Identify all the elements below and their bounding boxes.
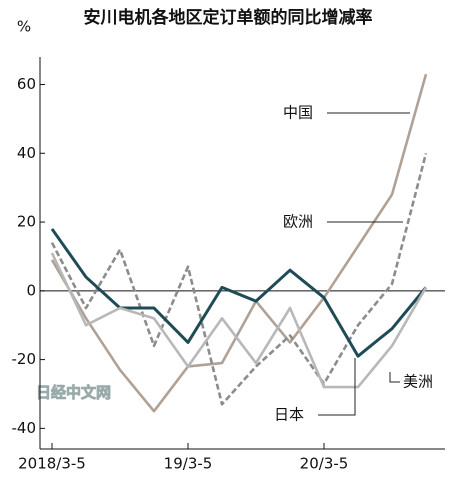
legend-label: 美洲 [403, 373, 433, 391]
y-tick-label: 60 [17, 75, 36, 93]
y-tick-label: -40 [12, 419, 37, 437]
x-tick-label: 19/3-5 [164, 455, 213, 473]
legend-label: 欧洲 [283, 213, 313, 231]
y-axis-label: % [17, 18, 31, 36]
x-tick-label: 20/3-5 [300, 455, 349, 473]
chart-title: 安川电机各地区定订单额的同比增减率 [84, 7, 373, 28]
series-line [50, 73, 428, 413]
legend-label: 中国 [283, 104, 313, 122]
legend-label: 日本 [274, 406, 304, 424]
y-tick-label: 20 [17, 213, 36, 231]
series-line [50, 228, 428, 358]
y-tick-label: -20 [12, 350, 37, 368]
legend-leader [318, 358, 356, 416]
y-tick-label: 40 [17, 144, 36, 162]
watermark: 日经中文网 [36, 384, 111, 402]
series-line [50, 152, 428, 406]
y-tick-label: 0 [26, 281, 36, 299]
x-tick-label: 2018/3-5 [18, 455, 86, 473]
legend-leader [389, 372, 400, 383]
series-line [50, 252, 428, 389]
